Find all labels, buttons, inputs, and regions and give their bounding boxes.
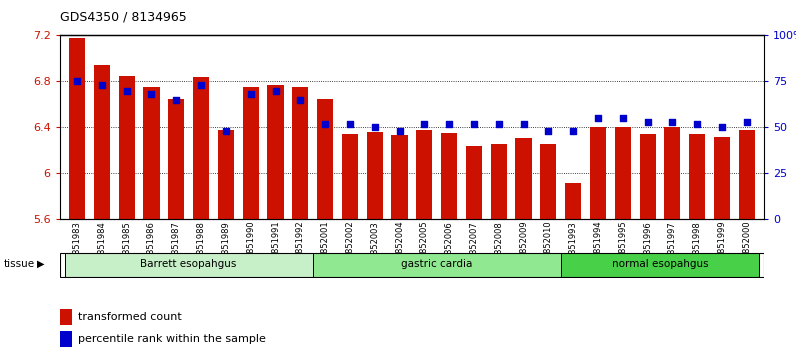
Point <box>269 88 282 93</box>
Bar <box>560 253 759 276</box>
Point <box>244 91 257 97</box>
Point <box>642 119 654 125</box>
Bar <box>714 137 730 219</box>
Point <box>145 91 158 97</box>
Bar <box>69 38 85 219</box>
Bar <box>466 146 482 219</box>
Bar <box>292 87 308 219</box>
Point <box>418 121 431 127</box>
Point <box>344 121 357 127</box>
Bar <box>143 87 159 219</box>
Point <box>567 128 579 134</box>
Bar <box>193 77 209 219</box>
Bar <box>615 127 631 219</box>
Bar <box>317 99 334 219</box>
Bar <box>367 132 383 219</box>
Bar <box>60 309 72 325</box>
Point <box>170 97 182 103</box>
Point <box>517 121 530 127</box>
Point <box>542 128 555 134</box>
Bar <box>313 253 560 276</box>
Text: tissue: tissue <box>4 259 35 269</box>
Text: transformed count: transformed count <box>78 312 181 322</box>
Point <box>691 121 704 127</box>
Bar <box>516 138 532 219</box>
Bar <box>392 136 408 219</box>
Point <box>318 121 331 127</box>
Text: percentile rank within the sample: percentile rank within the sample <box>78 334 266 344</box>
Bar <box>441 133 457 219</box>
Point <box>591 115 604 121</box>
Point <box>294 97 306 103</box>
Point <box>467 121 480 127</box>
Bar <box>218 130 234 219</box>
Text: ▶: ▶ <box>37 259 45 269</box>
Point <box>369 125 381 130</box>
Bar <box>168 99 185 219</box>
Bar <box>689 135 705 219</box>
Text: Barrett esopahgus: Barrett esopahgus <box>141 259 237 269</box>
Point <box>220 128 232 134</box>
Point <box>120 88 133 93</box>
Point <box>716 125 728 130</box>
Bar <box>540 144 556 219</box>
Point <box>666 119 679 125</box>
Bar <box>565 183 581 219</box>
Bar <box>60 331 72 347</box>
Point <box>493 121 505 127</box>
Text: normal esopahgus: normal esopahgus <box>611 259 708 269</box>
Point <box>96 82 108 88</box>
Bar <box>94 65 110 219</box>
Bar <box>665 127 681 219</box>
Bar <box>243 87 259 219</box>
Point <box>195 82 208 88</box>
Point <box>393 128 406 134</box>
Bar <box>267 85 283 219</box>
Bar <box>739 130 755 219</box>
Bar <box>341 135 358 219</box>
Point <box>740 119 753 125</box>
Bar <box>119 76 135 219</box>
Bar <box>490 144 507 219</box>
Bar <box>64 253 313 276</box>
Point <box>616 115 629 121</box>
Bar <box>590 127 606 219</box>
Point <box>443 121 455 127</box>
Bar <box>416 130 432 219</box>
Point <box>71 79 84 84</box>
Bar <box>639 135 656 219</box>
Text: gastric cardia: gastric cardia <box>401 259 472 269</box>
Text: GDS4350 / 8134965: GDS4350 / 8134965 <box>60 10 186 23</box>
